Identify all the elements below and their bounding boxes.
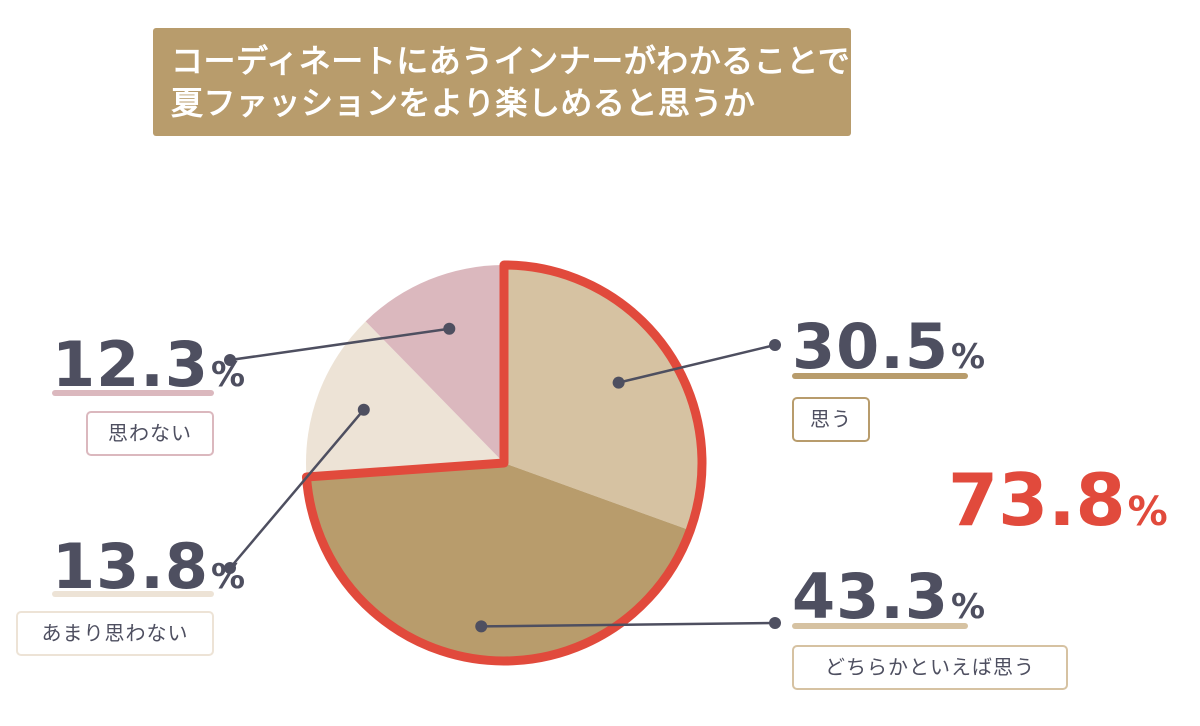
pie-slice-omowanai [365, 265, 504, 463]
leader-line-omowanai [229, 327, 450, 362]
pie-slice-amari [305, 321, 504, 477]
category-label-dochiraka: どちらかといえば思う [792, 645, 1068, 690]
leader-dot-outer-omou [769, 339, 781, 351]
highlight-outline [301, 260, 707, 666]
leader-dot-inner-omou [612, 376, 625, 389]
leader-line-omou [618, 343, 776, 384]
leader-dot-inner-omowanai [443, 322, 456, 335]
pct-label-omou: 30.5% [792, 310, 987, 383]
chart-title-line-1: コーディネートにあうインナーがわかることで [171, 42, 851, 80]
leader-line-dochiraka [481, 621, 776, 628]
pct-label-dochiraka: 43.3% [792, 560, 987, 633]
pct-label-amari: 13.8% [52, 530, 247, 603]
leader-dot-outer-omowanai [224, 354, 236, 366]
chart-title-line-2: 夏ファッションをより楽しめると思うか [171, 84, 756, 122]
leader-dot-inner-amari [357, 403, 370, 416]
highlight-total: 73.8% [948, 458, 1168, 542]
pie-slice-omou [504, 265, 702, 531]
leader-dot-inner-dochiraka [475, 620, 488, 633]
leader-line-amari [229, 408, 365, 569]
leader-dot-outer-amari [224, 562, 236, 574]
underline-amari [52, 591, 214, 597]
underline-omowanai [52, 390, 214, 396]
category-label-amari: あまり思わない [16, 611, 214, 656]
leader-dot-outer-dochiraka [769, 617, 781, 629]
pct-label-omowanai: 12.3% [52, 328, 247, 401]
category-label-omou: 思う [792, 397, 870, 442]
category-label-omowanai: 思わない [86, 411, 214, 456]
underline-dochiraka [792, 623, 968, 629]
pie-slice-dochiraka [306, 463, 691, 661]
chart-title-box: コーディネートにあうインナーがわかることで 夏ファッションをより楽しめると思うか [153, 28, 851, 136]
underline-omou [792, 373, 968, 379]
